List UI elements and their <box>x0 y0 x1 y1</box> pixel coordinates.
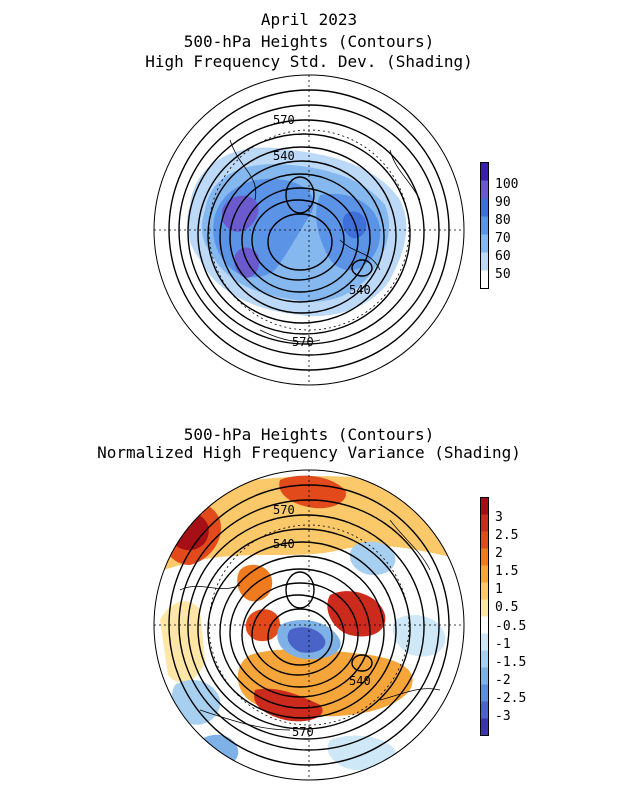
panel1-colorbar-label: 60 <box>495 249 511 264</box>
panel1-colorbar-label: 80 <box>495 213 511 228</box>
panel2-title-line2: Normalized High Frequency Variance (Shad… <box>97 443 521 462</box>
colorbar-swatch <box>480 531 489 549</box>
panel2-colorbar-label: 2.5 <box>495 528 519 543</box>
panel2-colorbar-label: 1 <box>495 582 503 597</box>
panel2-contour-label-570-top: 570 <box>273 503 295 517</box>
panel2-contour-label-570-bottom: 570 <box>292 725 314 739</box>
figure-date: April 2023 <box>260 10 358 29</box>
panel2-colorbar-label: -1.5 <box>495 655 527 670</box>
colorbar-swatch <box>480 701 489 719</box>
panel1-map: 570 540 540 570 <box>153 74 465 386</box>
panel2-colorbar <box>480 497 489 736</box>
colorbar-swatch <box>480 180 489 199</box>
panel2-colorbar-label: -3 <box>495 709 511 724</box>
panel1-colorbar-label: 90 <box>495 195 511 210</box>
colorbar-swatch <box>480 582 489 600</box>
colorbar-swatch <box>480 270 489 289</box>
panel1-colorbar-swatches <box>480 162 489 289</box>
panel1-contour-label-540-bottom: 540 <box>349 283 371 297</box>
panel2-contours <box>154 470 464 780</box>
colorbar-swatch <box>480 650 489 668</box>
panel2-colorbar-label: 0.5 <box>495 600 519 615</box>
panel1-colorbar-label: 70 <box>495 231 511 246</box>
panel2-colorbar-label: -2 <box>495 673 511 688</box>
panel2-title-line1: 500-hPa Heights (Contours) <box>183 425 435 444</box>
colorbar-swatch <box>480 633 489 651</box>
colorbar-swatch <box>480 599 489 617</box>
colorbar-swatch <box>480 497 489 515</box>
colorbar-swatch <box>480 718 489 736</box>
panel2-colorbar-label: -1 <box>495 637 511 652</box>
colorbar-swatch <box>480 234 489 253</box>
panel1-contour-label-540-top: 540 <box>273 149 295 163</box>
panel2-colorbar-label: -2.5 <box>495 691 527 706</box>
panel1-title-line1: 500-hPa Heights (Contours) <box>183 32 435 51</box>
panel2-colorbar-label: -0.5 <box>495 619 527 634</box>
panel2-colorbar-label: 2 <box>495 546 503 561</box>
colorbar-swatch <box>480 514 489 532</box>
colorbar-swatch <box>480 198 489 217</box>
colorbar-swatch <box>480 616 489 634</box>
panel1-title-line2: High Frequency Std. Dev. (Shading) <box>145 52 473 71</box>
panel2-colorbar-label: 3 <box>495 510 503 525</box>
panel1-colorbar-label: 100 <box>495 177 519 192</box>
colorbar-swatch <box>480 252 489 271</box>
panel1-contours <box>154 75 464 385</box>
panel2-colorbar-swatches <box>480 497 489 736</box>
colorbar-swatch <box>480 684 489 702</box>
panel2-contour-label-540-top: 540 <box>273 537 295 551</box>
colorbar-swatch <box>480 565 489 583</box>
panel1-colorbar <box>480 162 489 289</box>
panel1-contour-label-570-bottom: 570 <box>292 335 314 349</box>
colorbar-swatch <box>480 548 489 566</box>
panel1-colorbar-label: 50 <box>495 267 511 282</box>
panel1-contour-label-570-top: 570 <box>273 113 295 127</box>
colorbar-swatch <box>480 667 489 685</box>
panel2-map: 570 540 540 570 <box>153 469 465 781</box>
panel2-contour-label-540-bottom: 540 <box>349 674 371 688</box>
colorbar-swatch <box>480 162 489 181</box>
panel2-colorbar-label: 1.5 <box>495 564 519 579</box>
colorbar-swatch <box>480 216 489 235</box>
